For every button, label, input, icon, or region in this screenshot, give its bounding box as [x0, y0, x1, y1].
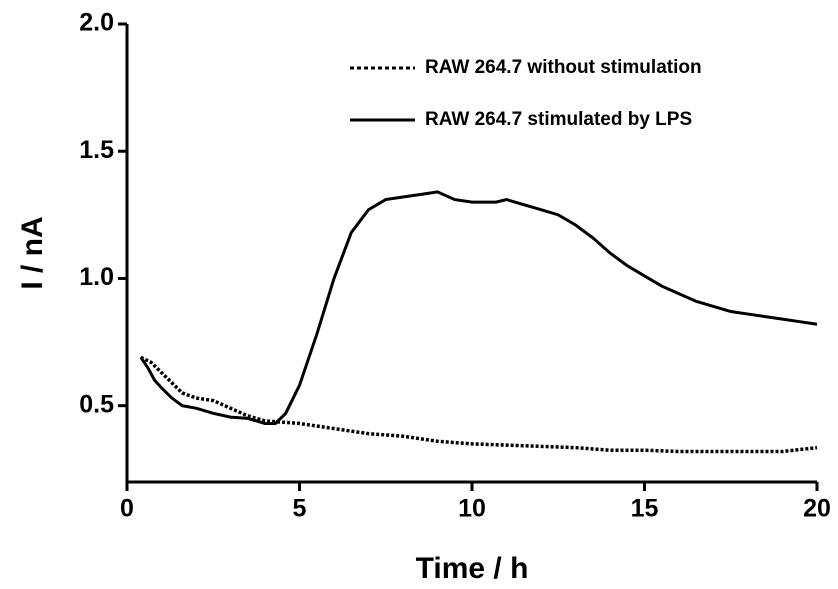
legend-label: RAW 264.7 stimulated by LPS [425, 109, 692, 130]
x-tick-label: 10 [458, 495, 486, 523]
y-tick-label: 2.0 [79, 9, 114, 37]
x-tick-label: 20 [803, 495, 831, 523]
y-tick-label: 1.0 [79, 263, 114, 291]
x-axis-label: Time / h [416, 552, 529, 585]
x-tick-label: 15 [631, 495, 659, 523]
data-line [139, 190, 818, 425]
data-line [140, 355, 818, 454]
y-tick-label: 0.5 [79, 390, 114, 418]
x-tick-label: 0 [120, 495, 134, 523]
y-tick-label: 1.5 [79, 136, 114, 164]
legend-label: RAW 264.7 without stimulation [425, 57, 702, 78]
x-tick-label: 5 [293, 495, 307, 523]
y-axis-label: I / nA [16, 216, 49, 289]
